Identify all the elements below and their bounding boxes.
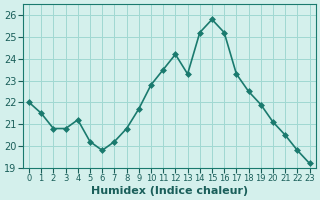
X-axis label: Humidex (Indice chaleur): Humidex (Indice chaleur) bbox=[91, 186, 248, 196]
